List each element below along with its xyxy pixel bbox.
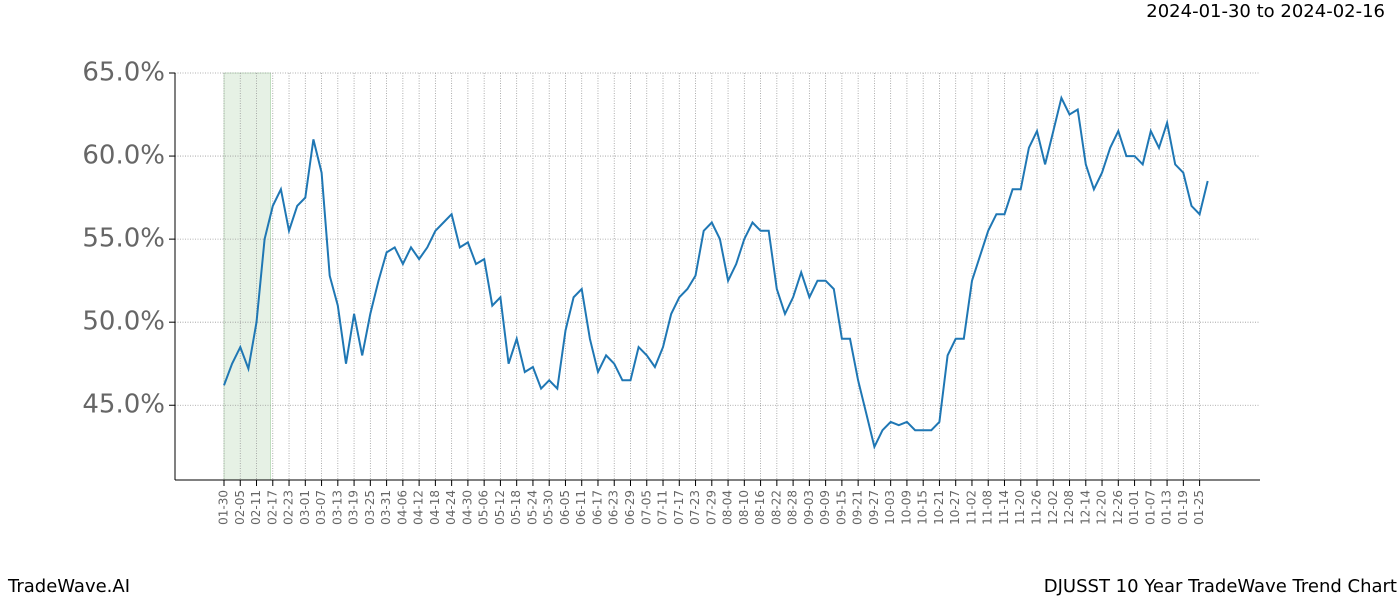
x-tick-label: 03-07 — [314, 490, 328, 525]
x-tick-label: 02-11 — [249, 490, 263, 525]
x-tick-label: 08-10 — [737, 490, 751, 525]
x-tick-label: 01-25 — [1192, 490, 1206, 525]
x-tick-label: 12-14 — [1078, 490, 1092, 525]
x-tick-label: 01-30 — [217, 490, 231, 525]
y-tick-label: 60.0% — [82, 141, 165, 171]
x-tick-label: 03-25 — [363, 490, 377, 525]
x-tick-label: 06-23 — [607, 490, 621, 525]
x-tick-label: 04-30 — [460, 490, 474, 525]
x-tick-label: 03-19 — [347, 490, 361, 525]
chart-title: 2024-01-30 to 2024-02-16 — [1146, 1, 1385, 22]
x-tick-label: 05-18 — [509, 490, 523, 525]
x-tick-label: 03-31 — [379, 490, 393, 525]
x-tick-label: 02-17 — [265, 490, 279, 525]
x-tick-label: 06-11 — [574, 490, 588, 525]
x-tick-label: 12-26 — [1111, 490, 1125, 525]
x-tick-label: 06-17 — [590, 490, 604, 525]
x-tick-label: 10-21 — [932, 490, 946, 525]
caption: DJUSST 10 Year TradeWave Trend Chart — [1044, 576, 1397, 597]
x-tick-label: 06-05 — [558, 490, 572, 525]
x-tick-label: 11-08 — [981, 490, 995, 525]
x-tick-label: 12-02 — [1046, 490, 1060, 525]
x-tick-label: 07-05 — [639, 490, 653, 525]
source: TradeWave.AI — [7, 576, 130, 597]
x-tick-label: 07-29 — [704, 490, 718, 525]
x-tick-label: 08-22 — [769, 490, 783, 525]
x-tick-label: 01-07 — [1143, 490, 1157, 525]
x-tick-label: 01-19 — [1176, 490, 1190, 525]
x-tick-label: 05-06 — [477, 490, 491, 525]
x-tick-label: 10-15 — [916, 490, 930, 525]
x-tick-label: 04-18 — [428, 490, 442, 525]
x-tick-label: 12-20 — [1095, 490, 1109, 525]
y-tick-label: 50.0% — [82, 307, 165, 337]
x-tick-label: 04-06 — [395, 490, 409, 525]
x-tick-label: 01-13 — [1160, 490, 1174, 525]
x-tick-label: 07-17 — [672, 490, 686, 525]
x-tick-label: 09-21 — [851, 490, 865, 525]
highlight-band — [223, 72, 271, 481]
data-line — [223, 94, 1209, 450]
x-tick-label: 02-05 — [233, 490, 247, 525]
x-tick-label: 06-29 — [623, 490, 637, 525]
x-tick-label: 07-23 — [688, 490, 702, 525]
x-tick-label: 08-28 — [786, 490, 800, 525]
x-tick-label: 10-09 — [899, 490, 913, 525]
x-tick-label: 10-27 — [948, 490, 962, 525]
x-tick-label: 03-01 — [298, 490, 312, 525]
y-tick-label: 55.0% — [82, 224, 165, 254]
x-tick-label: 08-16 — [753, 490, 767, 525]
x-tick-label: 09-09 — [818, 490, 832, 525]
x-tick-label: 11-14 — [997, 490, 1011, 525]
x-tick-label: 04-24 — [444, 490, 458, 525]
x-tick-label: 03-13 — [330, 490, 344, 525]
x-tick-label: 09-03 — [802, 490, 816, 525]
x-tick-label: 05-30 — [542, 490, 556, 525]
x-tick-label: 08-04 — [721, 490, 735, 525]
x-tick-label: 01-01 — [1127, 490, 1141, 525]
x-tick-label: 09-27 — [867, 490, 881, 525]
y-tick-label: 45.0% — [82, 390, 165, 420]
y-tick-label: 65.0% — [82, 58, 165, 88]
x-tick-label: 05-24 — [525, 490, 539, 525]
x-tick-label: 11-26 — [1030, 490, 1044, 525]
x-tick-label: 09-15 — [834, 490, 848, 525]
x-tick-label: 11-20 — [1013, 490, 1027, 525]
x-tick-label: 12-08 — [1062, 490, 1076, 525]
x-tick-label: 02-23 — [282, 490, 296, 525]
x-tick-label: 10-03 — [883, 490, 897, 525]
x-tick-label: 07-11 — [656, 490, 670, 525]
x-tick-label: 05-12 — [493, 490, 507, 525]
x-tick-label: 11-02 — [964, 490, 978, 525]
x-tick-label: 04-12 — [412, 490, 426, 525]
